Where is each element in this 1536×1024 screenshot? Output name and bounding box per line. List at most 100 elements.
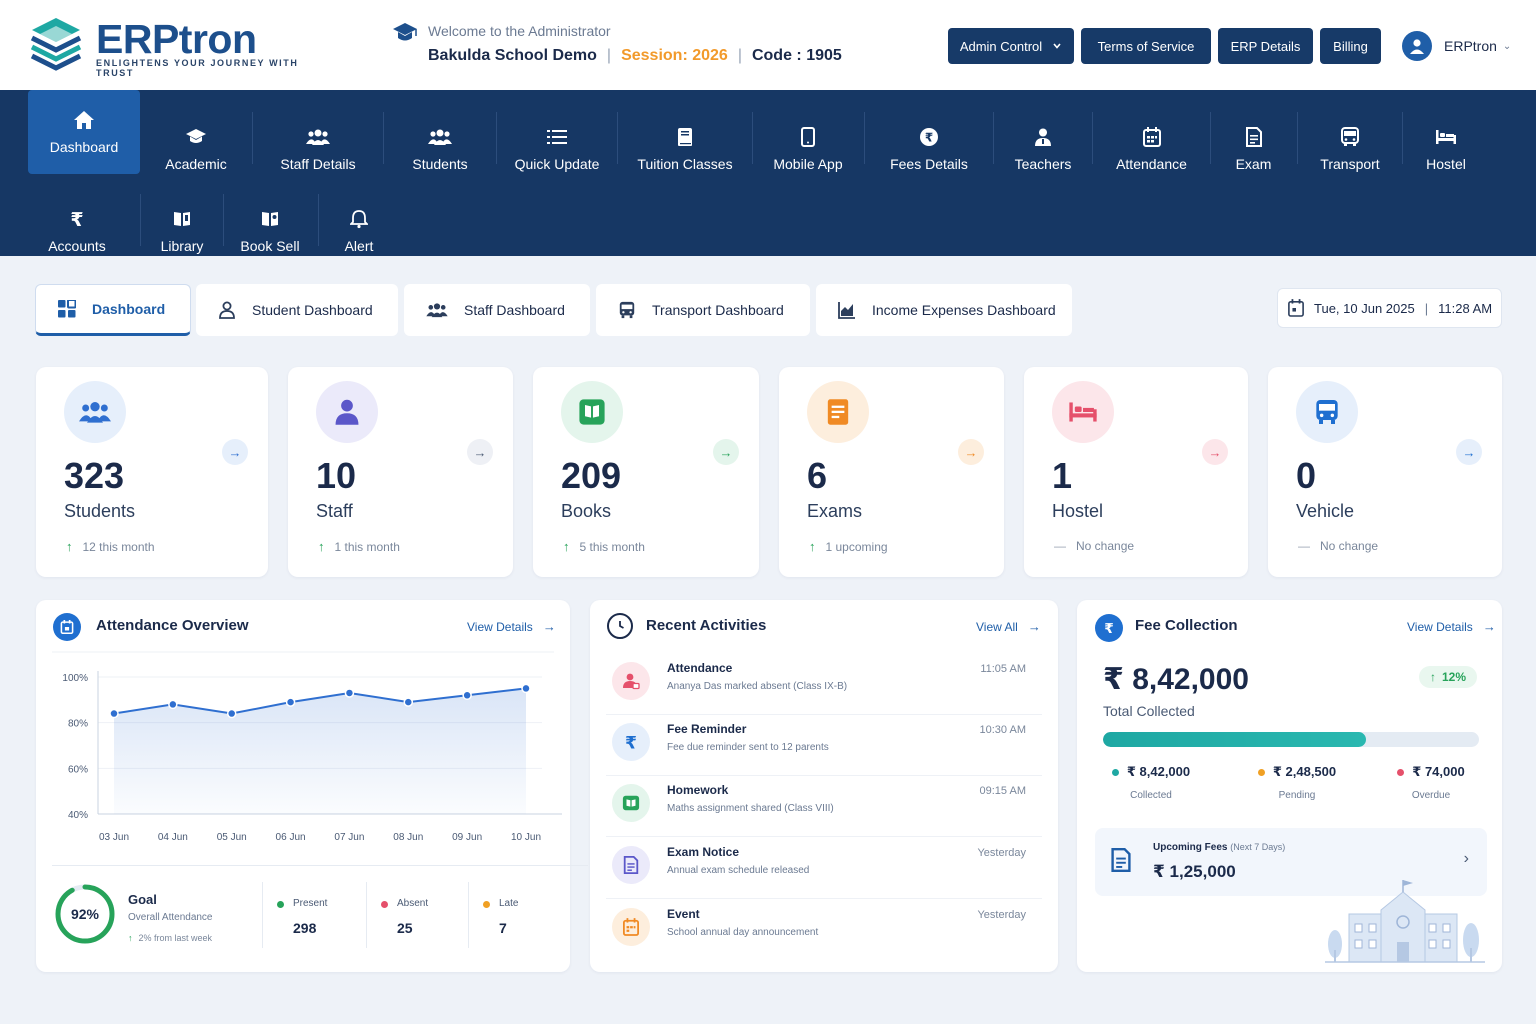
data-point[interactable] <box>403 697 414 707</box>
tab-income-expenses-dashboard[interactable]: Income Expenses Dashboard <box>816 284 1072 336</box>
clock-icon <box>607 613 633 639</box>
nav-item-library[interactable]: Library <box>141 196 223 266</box>
data-point[interactable] <box>285 697 296 707</box>
chevron-down-icon: ⌄ <box>1502 40 1512 52</box>
view-all-link[interactable]: View All → <box>976 619 1041 634</box>
panel-title: Attendance Overview <box>96 617 249 634</box>
billing-button[interactable]: Billing <box>1320 28 1381 64</box>
nav-item-attendance[interactable]: Attendance <box>1093 114 1210 184</box>
nav-item-staff-details[interactable]: Staff Details <box>253 114 383 184</box>
view-details-link[interactable]: View Details → <box>467 619 556 634</box>
x-tick-label: 04 Jun <box>158 832 188 843</box>
nav-item-teachers[interactable]: Teachers <box>994 114 1092 184</box>
data-point[interactable] <box>109 708 119 719</box>
tab-staff-dashboard[interactable]: Staff Dashboard <box>404 284 590 336</box>
stat-card-vehicle[interactable]: → 0 Vehicle — No change <box>1268 367 1502 577</box>
stat-label: Exams <box>807 501 863 521</box>
arrow-right-icon[interactable]: → <box>958 439 984 465</box>
current-date: Tue, 10 Jun 2025 <box>1314 300 1415 316</box>
bus-icon <box>1296 381 1358 443</box>
activity-item[interactable]: Event School annual day announcement Yes… <box>606 900 1042 961</box>
event-calendar-icon <box>612 908 650 946</box>
collected-label: Collected <box>1130 790 1172 801</box>
arrow-right-icon[interactable]: → <box>467 439 493 465</box>
activity-item[interactable]: Exam Notice Annual exam schedule release… <box>606 838 1042 899</box>
upcoming-note: (Next 7 Days) <box>1230 842 1286 852</box>
book-icon <box>561 381 623 443</box>
nav-item-students[interactable]: Students <box>384 114 496 184</box>
tab-transport-dashboard[interactable]: Transport Dashboard <box>596 284 810 336</box>
nav-label: Students <box>412 156 468 172</box>
data-point[interactable] <box>226 708 237 719</box>
attendance-line-chart: 100% 80% 60% 40% 03 Jun 04 Jun 05 Jun 06 Jun 07 … <box>52 651 562 843</box>
terms-of-service-button[interactable]: Terms of Service <box>1081 28 1211 64</box>
data-point[interactable] <box>344 688 355 698</box>
arrow-right-icon[interactable]: → <box>713 439 739 465</box>
nav-item-quick-update[interactable]: Quick Update <box>497 114 617 184</box>
y-tick-label: 40% <box>68 810 88 821</box>
tab-dashboard[interactable]: Dashboard <box>35 284 191 336</box>
stat-card-books[interactable]: → 209 Books ↑ 5 this month <box>533 367 759 577</box>
school-details: Bakulda School Demo | Session: 2026 | Code :… <box>428 47 842 64</box>
activity-item[interactable]: ₹ Fee Reminder Fee due reminder sent to … <box>606 715 1042 776</box>
nav-item-book-sell[interactable]: Book Sell <box>224 196 316 266</box>
nav-label: Dashboard <box>49 139 119 155</box>
data-point[interactable] <box>168 699 178 710</box>
stat-value: 1 <box>1052 455 1073 496</box>
activity-time: 09:15 AM <box>979 785 1026 797</box>
data-point[interactable] <box>462 690 472 701</box>
nav-item-tuition-classes[interactable]: Tuition Classes <box>618 114 752 184</box>
stat-card-staff[interactable]: → 10 Staff ↑ 1 this month <box>288 367 513 577</box>
nav-item-academic[interactable]: Academic <box>140 114 252 184</box>
link-label: View All <box>976 619 1018 634</box>
stat-card-hostel[interactable]: → 1 Hostel — No change <box>1024 367 1248 577</box>
arrow-right-icon[interactable]: → <box>1456 439 1482 465</box>
data-point[interactable] <box>521 683 531 694</box>
nav-item-hostel[interactable]: Hostel <box>1403 114 1489 184</box>
user-menu[interactable]: ERPtron ⌄ <box>1402 30 1511 62</box>
nav-item-mobile-app[interactable]: Mobile App <box>753 114 863 184</box>
activity-item[interactable]: Attendance Ananya Das marked absent (Cla… <box>606 654 1042 715</box>
rupee-coin-icon: ₹ <box>1095 614 1123 642</box>
nav-item-alert[interactable]: Alert <box>319 196 399 266</box>
nav-item-accounts[interactable]: ₹ Accounts <box>28 196 126 266</box>
erp-details-button[interactable]: ERP Details <box>1218 28 1313 64</box>
nav-label: Book Sell <box>240 238 300 254</box>
activity-time: 11:05 AM <box>980 663 1026 675</box>
session-label: Session: 2026 <box>621 47 728 64</box>
absent-value: 25 <box>397 920 413 936</box>
stat-trend: — No change <box>1298 539 1378 553</box>
pending-value: ₹ 2,48,500 <box>1272 764 1337 779</box>
svg-text:₹: ₹ <box>625 733 637 751</box>
arrow-up-icon: ↑ <box>128 933 133 943</box>
stat-card-exams[interactable]: → 6 Exams ↑ 1 upcoming <box>779 367 1004 577</box>
attendance-area <box>114 688 526 814</box>
nav-item-fees-details[interactable]: ₹ Fees Details <box>865 114 993 184</box>
x-tick-label: 08 Jun <box>393 832 423 843</box>
stat-label: Staff <box>316 501 353 521</box>
admin-control-button[interactable]: Admin Control <box>948 28 1074 64</box>
stat-value: 0 <box>1296 455 1317 496</box>
nav-item-transport[interactable]: Transport <box>1298 114 1402 184</box>
nav-item-exam[interactable]: Exam <box>1211 114 1296 184</box>
chevron-right-icon: › <box>1463 850 1469 867</box>
arrow-right-icon[interactable]: → <box>222 439 248 465</box>
view-details-link[interactable]: View Details → <box>1407 619 1496 634</box>
activity-item[interactable]: Homework Maths assignment shared (Class … <box>606 776 1042 837</box>
brand-logo[interactable]: ERPtron ENLIGHTENS YOUR JOURNEY WITH TRU… <box>28 16 328 78</box>
rupee-coin-icon: ₹ <box>919 126 939 148</box>
stat-value: 6 <box>807 455 828 496</box>
late-count: Late 7 <box>468 882 554 948</box>
nav-item-dashboard[interactable]: Dashboard <box>28 90 140 174</box>
tab-student-dashboard[interactable]: Student Dashboard <box>196 284 398 336</box>
stat-card-students[interactable]: → 323 Students ↑ 12 this month <box>36 367 268 577</box>
upcoming-fees-value: ₹ 1,25,000 <box>1153 862 1236 881</box>
arrow-right-icon[interactable]: → <box>1202 439 1228 465</box>
x-tick-label: 10 Jun <box>511 832 541 843</box>
student-icon <box>218 301 236 319</box>
logo-stack-icon <box>30 18 82 71</box>
upcoming-title-text: Upcoming Fees <box>1153 842 1228 853</box>
total-collected-amount: ₹ 8,42,000 <box>1103 663 1249 696</box>
upcoming-fees-card[interactable]: Upcoming Fees (Next 7 Days) ₹ 1,25,000 › <box>1095 828 1487 896</box>
list-icon <box>547 126 567 148</box>
